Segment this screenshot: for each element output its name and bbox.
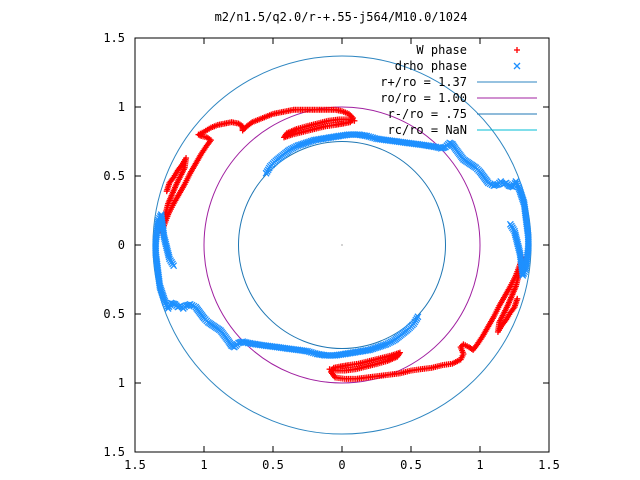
x-tick-label: 0 — [338, 458, 345, 472]
point — [484, 179, 492, 187]
series-0 — [158, 106, 526, 382]
point — [369, 134, 377, 142]
x-tick-label: 0.5 — [400, 458, 422, 472]
y-tick-label: 1.5 — [103, 445, 125, 459]
x-tick-label: 1.5 — [538, 458, 560, 472]
point — [190, 302, 198, 310]
legend-item: ro/ro = 1.00 — [380, 91, 537, 105]
origin-marker — [341, 244, 343, 246]
y-tick-label: 0 — [118, 238, 125, 252]
y-tick-label: 0.5 — [103, 307, 125, 321]
x-tick-label: 1.5 — [124, 458, 146, 472]
legend-label: r+/ro = 1.37 — [380, 75, 467, 89]
legend-item: W phase — [416, 43, 520, 57]
legend-item: rc/ro = NaN — [388, 123, 537, 137]
point — [162, 301, 170, 309]
phase-series — [152, 106, 532, 382]
point — [307, 348, 315, 356]
origin-dot — [341, 244, 343, 246]
point — [163, 303, 171, 311]
point — [367, 133, 375, 141]
point — [513, 179, 521, 187]
point — [241, 126, 248, 133]
x-tick-label: 1 — [200, 458, 207, 472]
y-tick-label: 1.5 — [103, 31, 125, 45]
point — [164, 305, 172, 312]
point — [239, 127, 246, 134]
point — [351, 117, 358, 124]
legend-marker — [514, 47, 520, 53]
y-tick-label: 0.5 — [103, 169, 125, 183]
legend-item: r-/ro = .75 — [388, 107, 537, 121]
point — [309, 349, 317, 357]
point — [192, 303, 200, 311]
point — [511, 229, 519, 237]
series-1 — [152, 131, 532, 359]
point — [313, 350, 321, 358]
point — [486, 180, 494, 188]
legend-label: ro/ro = 1.00 — [380, 91, 467, 105]
circle-1 — [203, 106, 481, 384]
point — [514, 181, 522, 189]
legend-item: r+/ro = 1.37 — [380, 75, 537, 89]
point — [170, 262, 178, 270]
circle-2 — [238, 141, 446, 349]
legend-label: drho phase — [395, 59, 467, 73]
legend-item: drho phase — [395, 59, 521, 73]
point — [363, 132, 371, 140]
point — [365, 133, 373, 140]
x-tick-label: 0.5 — [262, 458, 284, 472]
legend: W phase drho phase r+/ro = 1.37 ro/ro = 1.0… — [380, 43, 537, 137]
point — [512, 178, 520, 185]
point — [311, 350, 319, 357]
axis-ticks: 1.5 1 0.5 0 0.5 1 1.51.510.500.511.5 — [103, 31, 560, 472]
x-tick-label: 1 — [476, 458, 483, 472]
legend-label: rc/ro = NaN — [388, 123, 467, 137]
legend-label: r-/ro = .75 — [388, 107, 467, 121]
chart-title: m2/n1.5/q2.0/r-+.55-j564/M10.0/1024 — [215, 10, 468, 24]
y-tick-label: 1 — [118, 100, 125, 114]
legend-marker — [513, 62, 521, 70]
point — [506, 220, 514, 228]
y-tick-label: 1 — [118, 376, 125, 390]
point — [326, 366, 333, 373]
legend-label: W phase — [416, 43, 467, 57]
point — [165, 253, 173, 261]
